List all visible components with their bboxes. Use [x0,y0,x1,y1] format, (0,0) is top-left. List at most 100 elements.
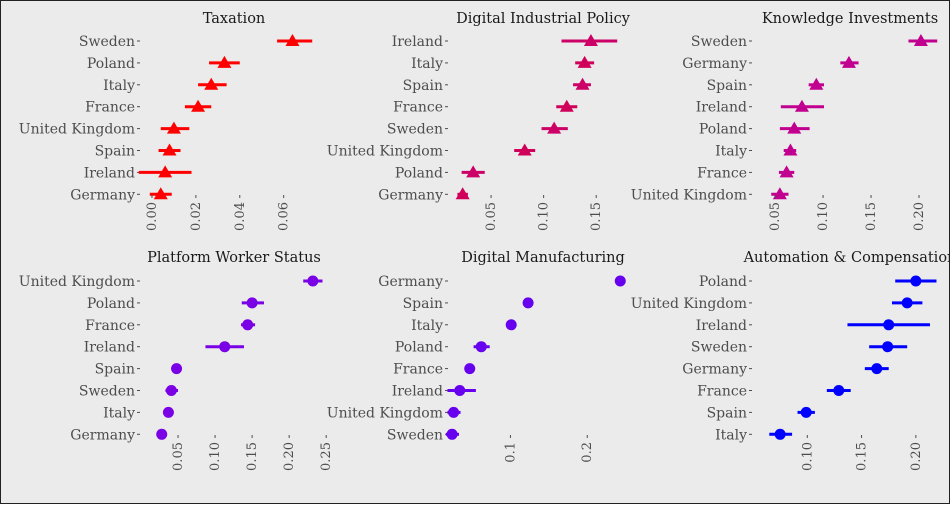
panel-title: Digital Industrial Policy [456,11,631,27]
category-label: Spain [95,362,135,378]
x-tick-label: 0.20 [282,442,297,471]
x-tick-label: 0.15 [855,442,870,471]
x-tick-label: 0.20 [909,442,924,471]
category-label: Sweden [387,427,443,443]
panel-2: Knowledge Investments Sweden Germany Spain I… [631,11,938,231]
category-label: Sweden [691,34,747,50]
point-marker [583,34,598,46]
x-tick-label: 0.10 [800,442,815,471]
point-marker [466,165,481,178]
category-label: Sweden [691,340,747,356]
x-tick-label: 0.25 [319,442,334,471]
category-label: Poland [395,340,443,356]
category-label: Spain [707,78,747,94]
point-marker [841,55,856,68]
point-marker [171,363,183,375]
x-tick-label: 0.15 [864,202,879,231]
point-marker [162,406,174,418]
category-label: Germany [378,274,443,290]
category-label: France [697,384,747,400]
point-marker [446,428,458,440]
point-marker [204,77,219,90]
point-marker [246,297,258,309]
category-label: Sweden [79,384,135,400]
category-label: Germany [378,187,443,203]
category-label: Poland [699,274,747,290]
point-marker [307,275,319,287]
category-label: France [697,165,747,181]
point-marker [809,77,824,90]
category-label: Sweden [387,122,443,138]
point-marker [191,99,206,112]
category-label: United Kingdom [19,122,135,138]
point-marker [883,319,895,331]
point-marker [505,319,517,331]
point-marker [455,187,470,200]
point-marker [156,428,168,440]
point-marker [217,55,232,68]
category-label: Italy [715,427,747,443]
x-tick-label: 0.1 [503,442,518,463]
point-marker [901,297,913,309]
category-label: France [85,100,135,116]
category-label: Sweden [79,34,135,50]
point-marker [559,99,574,112]
point-marker [285,34,300,46]
category-label: Spain [403,78,443,94]
category-label: Germany [682,56,747,72]
point-marker [794,99,809,112]
category-label: Poland [699,122,747,138]
x-tick-label: 0.04 [233,202,248,231]
category-label: Italy [103,405,135,421]
category-label: Germany [70,187,135,203]
point-marker [522,297,534,309]
point-marker [772,187,787,200]
point-marker [454,385,466,396]
category-label: Spain [403,296,443,312]
point-marker [913,34,928,46]
category-label: Poland [87,296,135,312]
x-tick-label: 0.05 [768,202,783,231]
point-marker [577,55,592,68]
point-marker [547,121,562,134]
category-label: Italy [103,78,135,94]
point-marker [910,275,922,287]
point-marker [158,165,173,178]
x-tick-label: 0.20 [912,202,927,231]
category-label: Spain [95,144,135,160]
x-tick-label: 0.2 [580,442,595,463]
point-marker [871,363,883,375]
category-label: France [393,100,443,116]
point-marker [475,341,487,353]
point-marker [242,319,254,331]
point-marker [166,121,181,134]
x-tick-label: 0.06 [277,202,292,231]
panel-title: Digital Manufacturing [461,250,625,266]
category-label: United Kingdom [327,144,443,160]
point-marker [162,143,177,156]
x-tick-label: 0.10 [537,202,552,231]
category-label: Germany [682,362,747,378]
point-marker [464,363,476,375]
category-label: Italy [411,56,443,72]
point-marker [833,385,845,396]
point-marker [882,341,894,353]
point-marker [779,165,794,178]
panel-0: Taxation Sweden Poland Italy France United Ki… [19,11,313,231]
x-tick-label: 0.10 [816,202,831,231]
x-tick-label: 0.15 [245,442,260,471]
point-marker [787,121,802,134]
point-marker [575,77,590,90]
point-marker [783,143,798,156]
x-tick-label: 0.05 [484,202,499,231]
panel-title: Automation & Compensation [743,250,950,266]
category-label: United Kingdom [327,405,443,421]
point-marker [614,275,626,287]
point-marker [448,406,460,418]
point-marker [774,428,786,440]
category-label: Poland [87,56,135,72]
x-tick-label: 0.10 [208,442,223,471]
panel-4: Digital Manufacturing Germany Spain Italy Po… [327,250,626,463]
